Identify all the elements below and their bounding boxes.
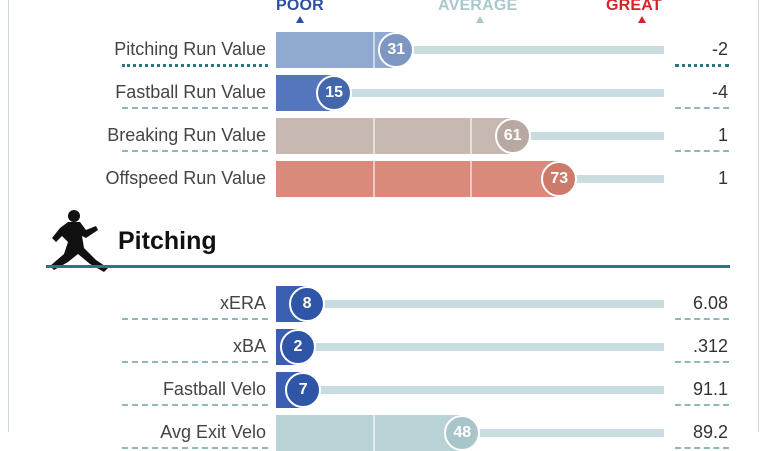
section-divider <box>46 265 730 268</box>
scale-poor-label: POOR <box>276 0 324 23</box>
metric-value: -2 <box>711 39 728 59</box>
percentile-badge: 31 <box>378 32 415 68</box>
row-separator <box>122 64 268 67</box>
percentile-track <box>276 343 664 351</box>
scale-average-label: AVERAGE <box>438 0 518 23</box>
percentile-row: Fastball Run Value 15 -4 <box>0 65 768 111</box>
percentile-badge: 2 <box>280 329 316 365</box>
metric-label: xERA <box>219 293 266 313</box>
percentile-row: Breaking Run Value 61 1 <box>0 108 768 154</box>
scale-poor-text: POOR <box>276 0 324 14</box>
percentile-badge: 8 <box>289 286 326 322</box>
percentile-badge: 61 <box>494 118 531 154</box>
percentile-row: Avg Exit Velo 48 89.2 <box>0 405 768 451</box>
bar-gridline <box>373 415 375 451</box>
metric-label: Pitching Run Value <box>114 39 266 59</box>
bar-gridline <box>470 118 472 154</box>
row-separator <box>122 107 268 109</box>
row-separator <box>675 318 729 320</box>
percentile-row: xBA 2 .312 <box>0 319 768 365</box>
percentile-track <box>276 46 664 54</box>
metric-value: 89.2 <box>692 422 728 442</box>
bar-gridline <box>373 118 375 154</box>
percentile-row: Fastball Velo 7 91.1 <box>0 362 768 408</box>
row-separator <box>675 361 729 363</box>
metric-value: 91.1 <box>692 379 728 399</box>
metric-value: .312 <box>692 336 728 356</box>
scale-average-text: AVERAGE <box>438 0 518 14</box>
percentile-row: xERA 8 6.08 <box>0 276 768 322</box>
percentile-badge: 15 <box>316 75 353 111</box>
metric-label: Avg Exit Velo <box>160 422 266 442</box>
percentile-badge: 48 <box>444 415 481 451</box>
percentile-badge: 73 <box>541 161 578 197</box>
metric-label: Breaking Run Value <box>107 125 266 145</box>
row-separator <box>675 107 729 109</box>
frame-left-border <box>8 0 9 432</box>
triangle-up-icon <box>476 16 484 23</box>
percentile-badge: 7 <box>285 372 322 408</box>
row-separator <box>122 318 268 320</box>
scale-great-label: GREAT <box>606 0 662 23</box>
metric-label: xBA <box>232 336 266 356</box>
row-separator <box>122 150 268 152</box>
percentile-bar <box>276 32 397 68</box>
metric-label: Fastball Velo <box>162 379 266 399</box>
metric-value: 1 <box>717 125 728 145</box>
percentile-row: Offspeed Run Value 73 1 <box>0 151 768 197</box>
row-separator <box>675 150 729 152</box>
metric-value: 1 <box>717 168 728 188</box>
percentile-track <box>276 386 664 394</box>
percentile-bar <box>276 415 463 451</box>
scale-great-text: GREAT <box>606 0 662 14</box>
row-separator <box>122 404 268 406</box>
triangle-up-icon <box>638 16 646 23</box>
frame-right-border <box>758 0 759 432</box>
metric-label: Offspeed Run Value <box>105 168 266 188</box>
percentile-bar <box>276 161 560 197</box>
percentile-row: Pitching Run Value 31 -2 <box>0 22 768 68</box>
pitcher-silhouette-icon <box>50 210 108 272</box>
bar-gridline <box>373 32 375 68</box>
row-separator <box>675 64 729 67</box>
percentile-track <box>276 300 664 308</box>
triangle-up-icon <box>296 16 304 23</box>
row-separator <box>675 447 729 449</box>
metric-value: 6.08 <box>692 293 728 313</box>
percentile-track <box>276 89 664 97</box>
bar-gridline <box>470 161 472 197</box>
bar-gridline <box>373 161 375 197</box>
row-separator <box>122 361 268 363</box>
row-separator <box>675 404 729 406</box>
row-separator <box>122 447 268 449</box>
section-title-pitching: Pitching <box>118 227 217 255</box>
percentile-bar <box>276 118 513 154</box>
metric-label: Fastball Run Value <box>115 82 266 102</box>
metric-value: -4 <box>711 82 728 102</box>
